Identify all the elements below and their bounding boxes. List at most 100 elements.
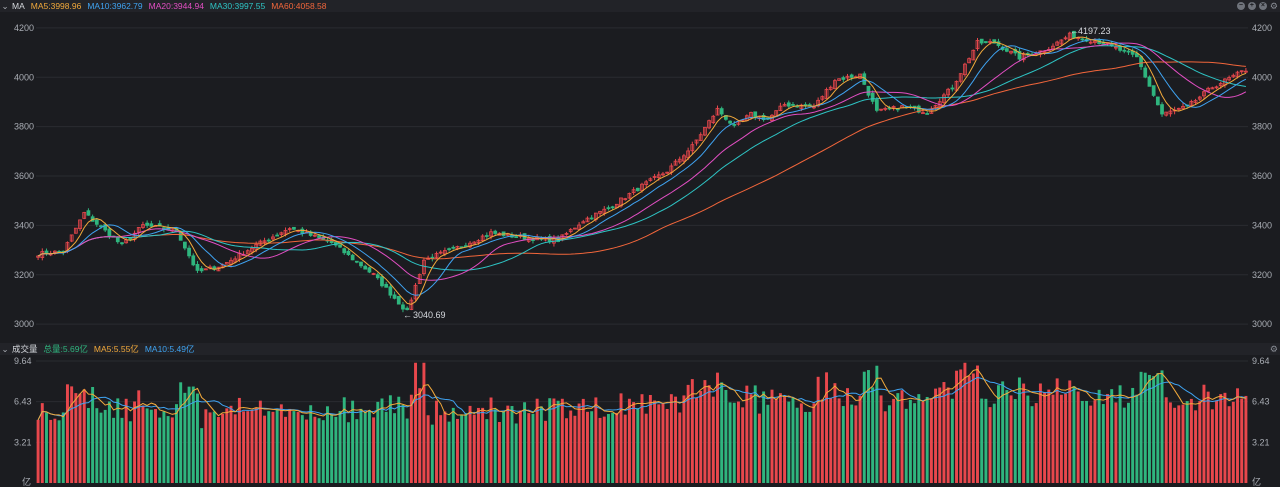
volume-bar [527, 413, 531, 483]
ma60-value: MA60:4058.58 [271, 1, 327, 11]
volume-bar [716, 372, 719, 483]
candle [761, 113, 766, 122]
price-tick-label-right: 4200 [1252, 23, 1272, 33]
candle [401, 301, 405, 313]
candle-body [434, 253, 439, 259]
volume-bar [124, 398, 128, 483]
candle-body [602, 208, 607, 214]
gear-icon[interactable]: ⚙ [1269, 1, 1278, 11]
candle-body [1176, 107, 1181, 110]
volume-bar [632, 402, 636, 483]
candle [791, 102, 795, 106]
volume-bar [1127, 402, 1130, 483]
volume-bar [128, 421, 132, 483]
volume-bar [1089, 405, 1093, 483]
volume-bar [938, 387, 942, 483]
volume-bar [778, 393, 782, 483]
volume-bar [619, 393, 623, 483]
candle-body [468, 242, 472, 248]
volume-bar [162, 411, 166, 483]
volume-bar [1185, 401, 1189, 483]
candle-body [136, 227, 141, 233]
candle [287, 227, 292, 232]
candle [661, 171, 665, 177]
candle-body [858, 73, 862, 79]
candle [921, 110, 925, 115]
candle-body [715, 107, 720, 116]
volume-bar [1114, 402, 1118, 483]
volume-bar [204, 409, 208, 483]
candle-body [648, 178, 653, 181]
price-indicator-header: ⌄ MA MA5:3998.96 MA10:3962.79 MA20:3944.94 MA… [0, 0, 1280, 12]
candle-body [656, 174, 661, 178]
volume-bar [732, 402, 736, 483]
close-icon[interactable]: × [1258, 2, 1267, 10]
volume-bar [904, 408, 908, 483]
candle-body [673, 160, 678, 166]
candle-body [778, 105, 783, 111]
candle [786, 100, 791, 109]
candle [1189, 99, 1194, 107]
candle-body [761, 114, 766, 121]
collapse-chevron-icon[interactable]: ⌄ [1, 1, 9, 11]
volume-bar [921, 402, 925, 483]
volume-bar [321, 420, 325, 483]
volume-bar [606, 413, 610, 483]
candle-body [350, 254, 355, 261]
candle [191, 253, 196, 267]
candle [275, 232, 280, 237]
candle-body [463, 245, 468, 248]
volume-bar [107, 401, 111, 483]
candle [447, 247, 451, 252]
volume-ma5-line [37, 368, 1246, 421]
candlestick-chart[interactable]: 4200 4200 4000 4000 3800 3800 3600 3600 3400 3400… [0, 12, 1280, 343]
price-indicator-name: MA [12, 1, 25, 11]
candle-body [1218, 83, 1223, 87]
volume-bar [70, 386, 74, 483]
volume-bar [720, 382, 724, 483]
volume-bar [1194, 410, 1198, 483]
candle [86, 208, 91, 216]
candle [883, 106, 888, 112]
volume-bar [1168, 402, 1172, 483]
volume-bar [766, 404, 770, 483]
volume-bar [1047, 389, 1051, 483]
candle [1202, 89, 1206, 100]
candle-body [279, 232, 284, 235]
volume-bar [590, 411, 594, 483]
candle-body [128, 237, 133, 240]
volume-bar [233, 414, 237, 483]
add-icon[interactable]: + [1247, 2, 1256, 10]
ma60-line [37, 61, 1246, 260]
volume-bar [36, 419, 40, 483]
volume-bar [745, 385, 749, 483]
candle [971, 49, 976, 61]
volume-bar [1059, 394, 1063, 483]
collapse-chevron-icon[interactable]: ⌄ [1, 344, 9, 354]
volume-bar [783, 397, 787, 483]
candle-body [1093, 40, 1097, 44]
candle [698, 132, 703, 141]
volume-bar [1038, 383, 1042, 483]
candle [1130, 48, 1135, 58]
volume-bar [334, 416, 338, 483]
volume-bar [40, 403, 44, 483]
ma5-line [37, 36, 1247, 305]
volume-bar [925, 396, 929, 483]
candle-body [392, 294, 397, 299]
minimize-icon[interactable]: − [1236, 2, 1245, 10]
candle [1059, 39, 1064, 46]
volume-bar [623, 414, 627, 483]
volume-chart[interactable]: 9.64 9.64 6.43 6.43 3.21 3.21 亿 亿 [0, 355, 1280, 487]
volume-bar [502, 411, 506, 483]
volume-bar [137, 390, 141, 483]
gear-icon[interactable]: ⚙ [1269, 344, 1278, 354]
candle-body [354, 260, 359, 263]
ma5-value: MA5:3998.96 [30, 1, 82, 11]
candle-body [682, 155, 686, 162]
candle [782, 102, 787, 107]
candle-body [342, 248, 347, 254]
volume-bar [699, 391, 703, 483]
candle [141, 221, 145, 229]
candle [707, 119, 711, 130]
